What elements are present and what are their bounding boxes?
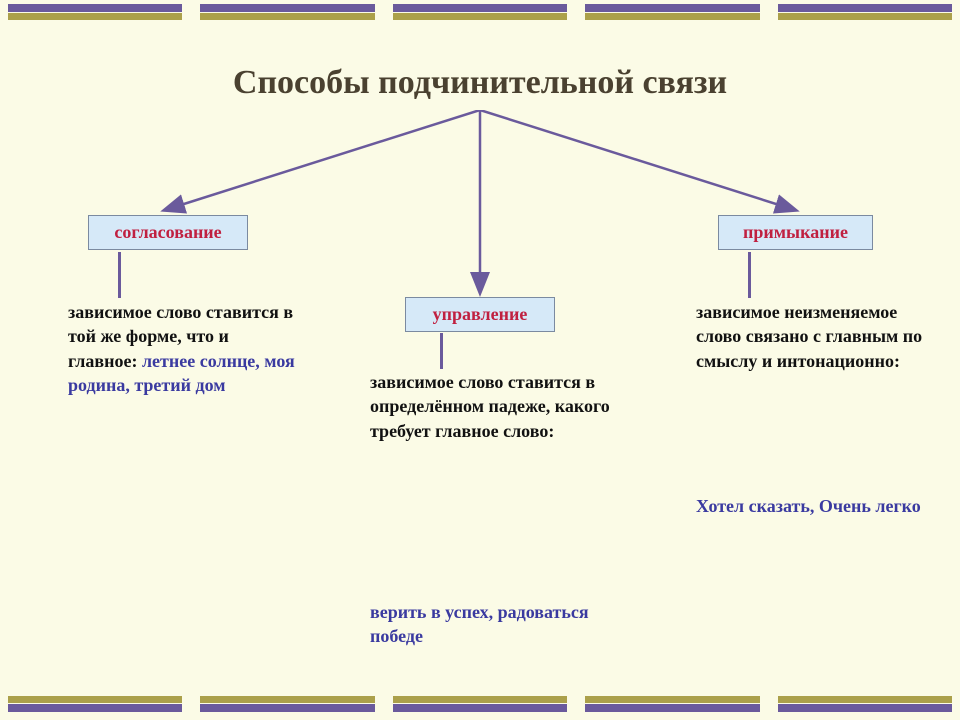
diagram-title: Способы подчинительной связи	[0, 64, 960, 102]
top-border	[0, 4, 960, 24]
desc-col3: зависимое неизменяемое слово связано с г…	[696, 300, 936, 373]
bottom-border	[0, 696, 960, 716]
node-node1: согласование	[88, 215, 248, 250]
desc-col1: зависимое слово ставится в той же форме,…	[68, 300, 298, 397]
example-col3: Хотел сказать, Очень легко	[696, 494, 936, 518]
connector-2	[748, 252, 751, 298]
node-node3: примыкание	[718, 215, 873, 250]
connector-0	[118, 252, 121, 298]
desc-col2: зависимое слово ставится в определённом …	[370, 370, 610, 443]
node-node2: управление	[405, 297, 555, 332]
example-col2: верить в успех, радоваться победе	[370, 600, 610, 649]
connector-1	[440, 333, 443, 369]
